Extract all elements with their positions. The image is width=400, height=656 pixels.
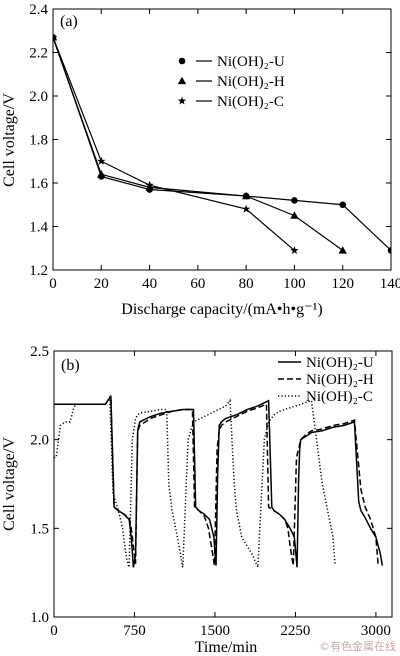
y-tick-label: 1.0 [30, 610, 49, 626]
data-point-circle [339, 201, 347, 209]
series-line-2 [53, 37, 344, 251]
plot-frame-b [53, 350, 393, 618]
x-axis-label-b: Time/min [195, 639, 258, 656]
data-point-circle [387, 247, 391, 254]
x-tick-label: 120 [331, 276, 354, 292]
legend-marker-circle [178, 57, 186, 65]
legend-label-3: Ni(OH)₂-C [217, 94, 284, 110]
watermark-text: ©有色金属在线 [319, 639, 396, 653]
y-tick-label: 1.8 [29, 133, 48, 149]
y-tick-label: 2.0 [29, 89, 48, 105]
chart-panel-a: (a) 0 20 40 60 80 100 120 140 1.2 1.4 1.6 1.8 2.0 2.2… [1, 2, 400, 318]
tick-layer-b: 0 750 1500 2250 3000 1.0 1.5 2.0 2.5 [30, 344, 392, 639]
series-line-2 [54, 395, 379, 566]
legend-b: Ni(OH)₂-UNi(OH)₂-HNi(OH)₂-C [278, 355, 374, 405]
series-line-1 [54, 395, 384, 568]
y-axis-label-a: Cell voltage/V [1, 93, 18, 187]
data-point-star [241, 204, 251, 213]
legend-label-3: Ni(OH)₂-C [306, 389, 373, 405]
y-tick-label: 1.2 [29, 263, 48, 279]
data-point-triangle [338, 246, 347, 254]
legend-marker-star [177, 96, 187, 105]
y-axis-label-b: Cell voltage/V [1, 437, 18, 531]
tick-layer-a: 0 20 40 60 80 100 120 140 1.2 1.4 1.6 1.8 2.0 2.2 2.4 [29, 2, 400, 292]
x-tick-label: 60 [190, 276, 205, 292]
panel-label-a: (a) [60, 13, 78, 30]
data-point-triangle [97, 170, 106, 178]
x-tick-label: 100 [283, 276, 306, 292]
y-tick-label: 1.5 [30, 521, 49, 537]
x-tick-label: 3000 [361, 623, 391, 639]
y-tick-label: 1.4 [29, 220, 48, 236]
legend-label-2: Ni(OH)₂-H [217, 74, 285, 90]
y-tick-label: 2.0 [30, 433, 49, 449]
data-point-circle [291, 197, 298, 204]
x-tick-label: 20 [94, 276, 109, 292]
panel-label-b: (b) [61, 357, 80, 374]
legend-label-1: Ni(OH)₂-U [217, 54, 285, 70]
legend-label-2: Ni(OH)₂-H [306, 372, 374, 388]
x-tick-label: 1500 [200, 623, 230, 639]
x-tick-label: 140 [380, 276, 400, 292]
data-point-star [97, 156, 106, 165]
y-tick-label: 1.6 [29, 176, 48, 192]
series-layer-a [53, 32, 391, 254]
data-point-star [145, 180, 154, 189]
x-tick-label: 0 [50, 623, 58, 639]
series-line-3 [54, 394, 336, 568]
data-point-triangle [290, 211, 299, 219]
y-tick-label: 2.5 [30, 344, 49, 360]
x-tick-label: 0 [49, 276, 57, 292]
legend-marker-triangle [177, 76, 187, 85]
x-tick-label: 40 [142, 276, 157, 292]
data-point-triangle [241, 191, 251, 200]
x-tick-label: 2250 [280, 623, 310, 639]
series-layer-b [54, 394, 384, 568]
x-axis-label-a: Discharge capacity/(mA•h•g⁻¹) [121, 301, 322, 318]
data-point-star [53, 32, 58, 41]
y-tick-label: 2.4 [29, 2, 48, 18]
legend-a: Ni(OH)₂-U Ni(OH)₂-H Ni(OH)₂-C [177, 54, 285, 110]
legend-label-1: Ni(OH)₂-U [306, 355, 374, 371]
data-point-star [290, 246, 299, 254]
y-tick-label: 2.2 [29, 46, 48, 62]
plot-frame-a [52, 8, 392, 271]
x-tick-label: 750 [123, 623, 146, 639]
x-tick-label: 80 [239, 276, 254, 292]
chart-panel-b: (b) 0 750 1500 2250 3000 1.0 1.5 2.0 2.5 Ni(OH)₂… [1, 344, 393, 656]
